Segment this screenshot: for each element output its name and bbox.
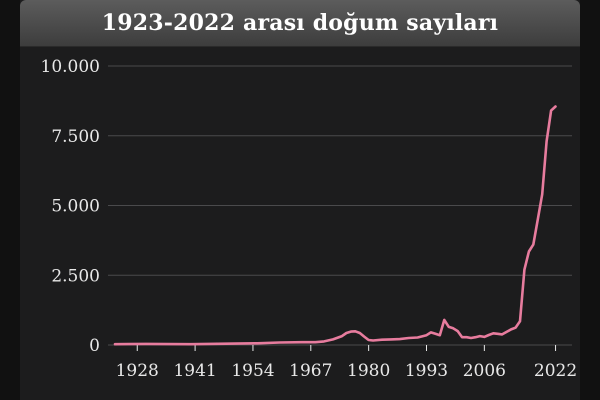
data-point <box>278 341 281 344</box>
data-point <box>465 336 468 338</box>
y-tick-label-2: 5.000 <box>51 197 100 217</box>
x-tick-label-0: 1928 <box>116 361 159 381</box>
data-point <box>550 109 552 112</box>
data-point <box>114 343 116 345</box>
chart-panel <box>20 0 580 400</box>
data-point <box>358 332 361 334</box>
data-point <box>381 338 383 341</box>
data-point <box>430 331 432 334</box>
data-point <box>145 343 147 345</box>
x-tick-label-4: 1980 <box>347 361 390 381</box>
data-point <box>256 342 259 345</box>
data-point <box>407 337 410 339</box>
data-point <box>505 331 508 333</box>
data-point <box>363 335 366 338</box>
data-point <box>456 330 459 332</box>
data-point <box>345 332 348 334</box>
x-tick-label-3: 1967 <box>289 361 332 381</box>
data-point <box>350 330 352 333</box>
y-tick-label-3: 7.500 <box>51 127 100 147</box>
y-axis: 0 2.500 5.000 7.500 10.000 <box>41 57 100 356</box>
data-point <box>545 140 548 143</box>
data-point <box>470 337 472 339</box>
data-point <box>536 218 539 221</box>
data-point <box>314 341 317 344</box>
data-point <box>301 341 303 344</box>
data-point <box>514 326 517 329</box>
y-tick-label-0: 0 <box>89 336 100 356</box>
data-point <box>474 336 477 338</box>
grid-lines <box>108 65 572 346</box>
data-point <box>528 250 530 253</box>
chart-title: 1923-2022 arası doğum sayıları <box>101 10 499 36</box>
data-point <box>332 338 334 341</box>
data-point <box>367 339 370 341</box>
data-point <box>372 339 374 342</box>
data-point <box>479 335 481 337</box>
data-point <box>354 330 357 333</box>
series-line-0 <box>113 105 557 346</box>
data-point <box>461 336 463 338</box>
data-point <box>554 105 557 108</box>
y-tick-label-4: 10.000 <box>41 57 100 77</box>
y-tick-label-1: 2.500 <box>51 266 100 286</box>
data-point <box>399 338 401 340</box>
data-point <box>425 334 428 337</box>
data-point <box>443 319 446 321</box>
data-point <box>519 320 521 323</box>
chart-title-bar: 1923-2022 arası doğum sayıları <box>20 0 580 47</box>
data-point <box>532 243 535 246</box>
data-point <box>510 328 512 331</box>
x-tick-label-6: 2006 <box>463 361 506 381</box>
x-tick-label-1: 1941 <box>173 361 216 381</box>
x-tick-label-2: 1954 <box>231 361 274 381</box>
x-tick-label-7: 2022 <box>534 361 577 381</box>
data-point <box>234 342 236 345</box>
data-point <box>483 336 486 338</box>
data-point <box>390 338 392 341</box>
data-point <box>447 326 450 328</box>
series-layer <box>113 105 557 346</box>
data-point <box>452 327 455 330</box>
data-point <box>492 332 495 335</box>
data-point <box>323 340 325 343</box>
x-axis: 1928 1941 1954 1967 1980 1993 2006 2022 <box>116 345 577 381</box>
data-point <box>416 336 419 339</box>
data-point <box>541 193 543 196</box>
data-point <box>496 333 499 335</box>
data-point <box>501 333 503 336</box>
data-point <box>439 334 441 337</box>
data-point <box>488 334 490 336</box>
data-point <box>341 335 343 337</box>
data-point <box>523 268 526 271</box>
x-tick-label-5: 1993 <box>405 361 448 381</box>
data-point <box>434 333 437 335</box>
data-point <box>189 343 192 345</box>
